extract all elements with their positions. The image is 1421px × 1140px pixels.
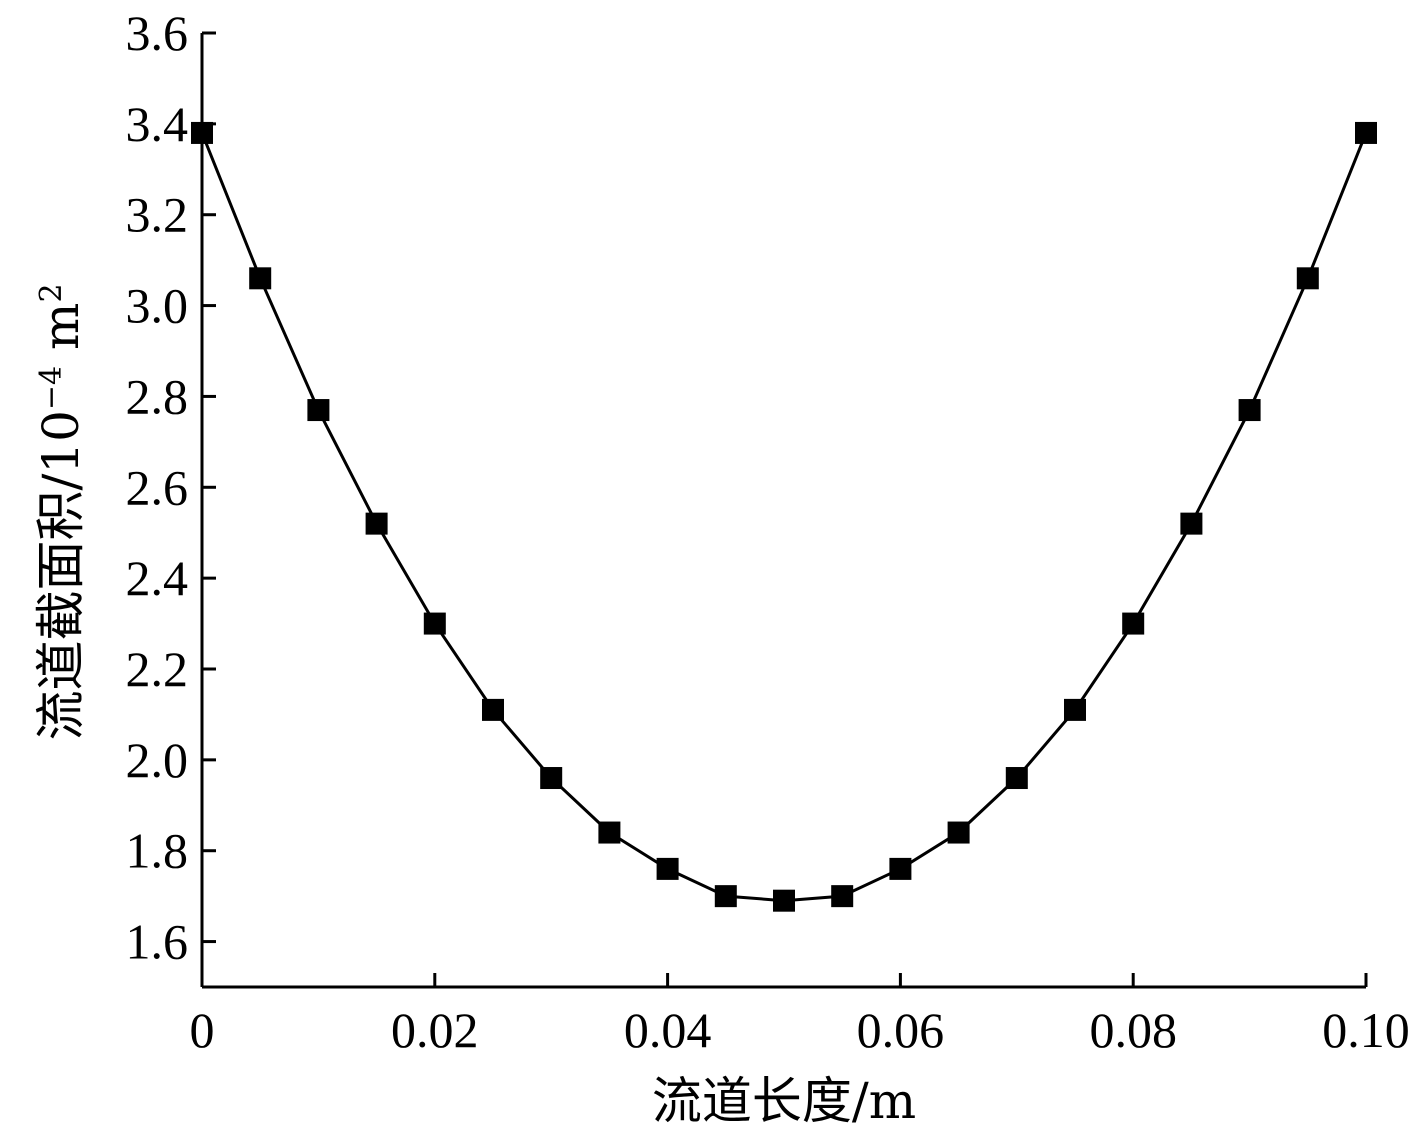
data-point-marker [598, 821, 621, 844]
x-tick-label: 0.10 [1322, 1002, 1410, 1058]
data-point-marker [773, 889, 795, 912]
y-tick-label: 3.0 [126, 278, 189, 334]
data-point-marker [714, 885, 737, 908]
data-point-marker [307, 399, 330, 422]
data-point-marker [1064, 698, 1086, 721]
y-tick-label: 2.8 [126, 368, 189, 424]
y-tick-label: 3.4 [126, 96, 189, 152]
data-point-marker [540, 767, 563, 790]
data-point-marker [249, 267, 272, 290]
data-point-marker [1122, 612, 1145, 635]
x-tick-label: 0.06 [857, 1002, 945, 1058]
x-tick-label: 0.04 [624, 1002, 712, 1058]
x-tick-label: 0.08 [1089, 1002, 1177, 1058]
data-point-marker [365, 512, 388, 535]
y-tick-label: 2.2 [126, 641, 189, 697]
data-point-marker [656, 857, 679, 880]
data-point-marker [1296, 267, 1319, 290]
data-point-marker [889, 857, 912, 880]
x-tick-label: 0.02 [391, 1002, 479, 1058]
data-point-marker [1180, 512, 1203, 535]
data-point-marker [1355, 121, 1377, 144]
data-point-marker [1005, 767, 1028, 790]
data-point-marker [482, 698, 504, 721]
x-ticks: 0 0.02 0.04 0.06 0.08 0.10 [190, 973, 1410, 1058]
y-axis-title: 流道截面积/10−4 m2 [32, 283, 90, 740]
y-tick-label: 3.2 [126, 187, 189, 243]
y-tick-label: 2.6 [126, 459, 189, 515]
axes [200, 33, 1366, 989]
data-point-marker [423, 612, 446, 635]
data-point-marker [831, 885, 854, 908]
series [191, 121, 1377, 912]
y-ticks: 1.6 1.8 2.0 2.2 2.4 2.6 2.8 3.0 3.2 3.4 3.6 [126, 5, 216, 970]
data-point-marker [1238, 399, 1261, 422]
data-point-marker [947, 821, 970, 844]
y-tick-label: 2.4 [126, 550, 189, 606]
x-axis-title: 流道长度/m [652, 1072, 916, 1130]
y-tick-label: 1.8 [126, 823, 189, 879]
y-tick-label: 1.6 [126, 914, 189, 970]
x-tick-label: 0 [190, 1002, 215, 1058]
data-point-marker [191, 121, 213, 144]
y-tick-label: 3.6 [126, 5, 189, 61]
y-tick-label: 2.0 [126, 732, 189, 788]
